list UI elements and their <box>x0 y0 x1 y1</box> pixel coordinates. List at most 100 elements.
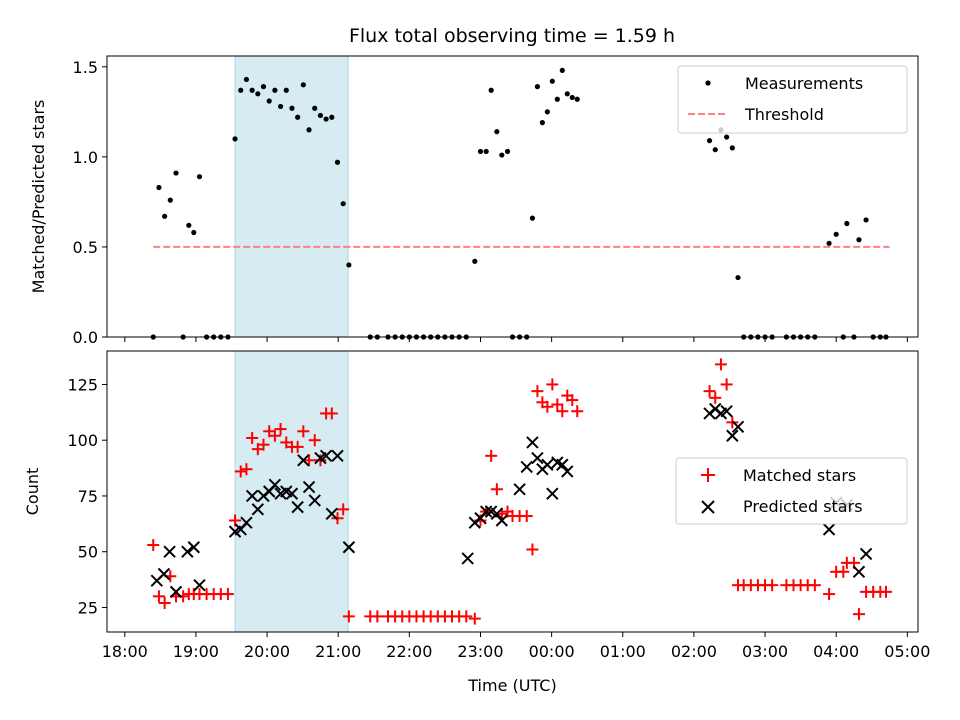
measurement-point <box>529 215 536 221</box>
measurement-point <box>340 201 346 207</box>
measurement-point <box>191 229 197 236</box>
measurement-point <box>826 240 832 246</box>
measurement-point <box>277 103 284 110</box>
measurement-point <box>549 78 555 84</box>
matched-star-point <box>541 400 554 413</box>
measurement-point <box>706 138 713 144</box>
measurement-point <box>472 258 478 264</box>
y-tick-label: 125 <box>67 375 98 394</box>
measurement-point <box>266 98 272 104</box>
y-axis-label: Count <box>23 468 42 516</box>
matched-star-point <box>274 423 287 436</box>
predicted-star-point <box>479 505 493 518</box>
x-tick-label: 19:00 <box>173 642 219 661</box>
matched-star-point <box>468 612 481 625</box>
matched-star-point <box>147 539 160 552</box>
measurement-point <box>283 87 289 93</box>
y-axis-ticks: 0.0 0.5 1.0 1.5 <box>73 58 107 347</box>
predicted-star-point <box>240 516 253 529</box>
measurement-point <box>156 184 162 191</box>
y-axis-label: Matched/Predicted stars <box>29 100 48 294</box>
measurement-point <box>539 120 545 126</box>
matched-star-point <box>240 463 253 476</box>
y-tick-label: 50 <box>78 543 98 562</box>
predicted-star-point <box>490 507 504 521</box>
measurement-point <box>712 147 718 153</box>
y-axis-ticks: 25 50 75 100 125 <box>67 375 107 617</box>
measurement-point <box>488 87 494 93</box>
matched-star-point <box>342 610 355 623</box>
matched-star-point <box>337 503 350 516</box>
measurement-point <box>544 109 550 115</box>
x-tick-label: 21:00 <box>315 642 361 661</box>
y-tick-label: 0.0 <box>73 328 98 347</box>
predicted-star-point <box>541 458 554 471</box>
matched-star-point <box>808 579 821 592</box>
matched-star-point <box>766 579 779 592</box>
ratio-panel: 0.0 0.5 1.0 1.5 Matched/Predicted stars Mea… <box>29 55 919 347</box>
matched-star-point <box>297 425 310 438</box>
matched-star-point <box>703 385 716 398</box>
x-tick-label: 22:00 <box>386 642 432 661</box>
y-tick-label: 0.5 <box>73 238 98 257</box>
measurement-point <box>260 84 267 90</box>
measurement-point <box>289 105 295 111</box>
predicted-star-point <box>308 494 321 507</box>
measurement-point <box>238 87 244 93</box>
measurement-point <box>477 148 484 155</box>
matched-star-point <box>531 385 544 398</box>
x-tick-label: 01:00 <box>600 642 646 661</box>
predicted-star-point <box>268 478 282 492</box>
matched-star-point <box>546 378 559 391</box>
measurement-point <box>162 213 168 219</box>
matched-star-point <box>246 431 259 444</box>
legend-label-measurements: Measurements <box>745 74 863 93</box>
predicted-star-point <box>731 420 745 434</box>
measurement-point <box>317 112 324 119</box>
predicted-star-point <box>526 436 539 449</box>
measurement-point <box>312 105 318 111</box>
predicted-stars-series <box>150 402 873 599</box>
y-tick-label: 75 <box>78 487 98 506</box>
predicted-star-point <box>859 547 873 561</box>
predicted-star-point <box>720 405 733 418</box>
matched-star-point <box>158 597 171 610</box>
predicted-star-point <box>181 545 194 558</box>
predicted-star-point <box>461 552 474 565</box>
matched-star-point <box>714 358 727 371</box>
predicted-star-point <box>302 480 316 494</box>
predicted-star-point <box>251 503 265 516</box>
predicted-star-point <box>285 487 299 500</box>
measurements-series <box>150 67 889 340</box>
predicted-star-point <box>546 487 559 500</box>
matched-star-point <box>485 449 498 462</box>
measurement-point <box>494 129 500 135</box>
y-tick-label: 100 <box>67 431 98 450</box>
predicted-star-point <box>561 465 574 478</box>
measurement-point <box>272 87 278 93</box>
measurement-point <box>323 116 329 122</box>
predicted-star-point <box>169 585 183 599</box>
highlight-span <box>234 350 349 633</box>
matched-star-point <box>566 394 579 407</box>
measurement-point <box>729 145 735 151</box>
predicted-star-point <box>245 489 259 503</box>
predicted-star-point <box>319 449 333 463</box>
measurement-point <box>844 220 850 227</box>
measurement-point <box>483 148 489 155</box>
measurement-point <box>735 274 741 281</box>
legend-marker-measurements <box>705 80 711 86</box>
x-tick-label: 18:00 <box>102 642 148 661</box>
measurement-point <box>863 217 869 223</box>
predicted-star-point <box>822 523 836 536</box>
matched-star-point <box>709 391 722 404</box>
legend-marker-matched <box>701 468 715 482</box>
matched-star-point <box>308 434 321 447</box>
predicted-star-point <box>556 458 569 471</box>
predicted-star-point <box>297 454 310 467</box>
matched-star-point <box>291 440 304 453</box>
predicted-star-point <box>163 545 176 558</box>
matched-star-point <box>371 610 384 623</box>
measurement-point <box>249 87 255 93</box>
matched-star-point <box>303 454 316 467</box>
